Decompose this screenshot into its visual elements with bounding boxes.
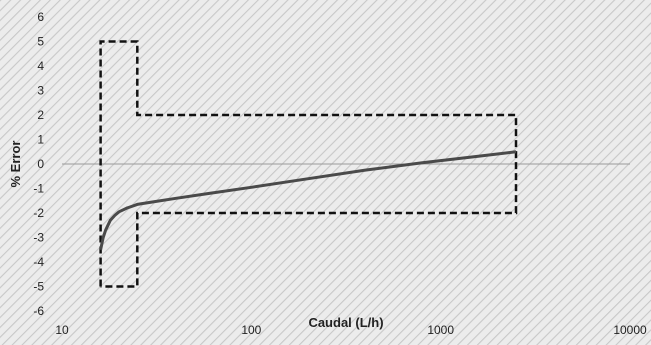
x-tick-labels: 10 100 1000 10000 (55, 323, 647, 337)
y-tick-label: -5 (33, 280, 44, 294)
y-tick-label: -1 (33, 182, 44, 196)
y-tick-label: 6 (37, 10, 44, 24)
x-axis-label: Caudal (L/h) (308, 315, 383, 330)
x-tick-label: 100 (241, 323, 261, 337)
y-axis-label: % Error (8, 141, 23, 188)
x-tick-label: 10 (55, 323, 69, 337)
y-tick-label: -3 (33, 231, 44, 245)
y-tick-labels: -6 -5 -4 -3 -2 -1 0 1 2 3 4 5 6 (33, 10, 44, 318)
x-tick-label: 1000 (427, 323, 454, 337)
y-tick-label: 1 (37, 133, 44, 147)
y-tick-label: -4 (33, 255, 44, 269)
error-curve-series (99, 150, 517, 251)
y-tick-label: 2 (37, 108, 44, 122)
y-tick-label: -6 (33, 304, 44, 318)
error-envelope-series (99, 40, 518, 288)
y-tick-label: -2 (33, 206, 44, 220)
x-tick-label: 10000 (613, 323, 647, 337)
y-tick-label: 4 (37, 59, 44, 73)
y-tick-label: 0 (37, 157, 44, 171)
y-tick-label: 5 (37, 35, 44, 49)
y-tick-label: 3 (37, 84, 44, 98)
